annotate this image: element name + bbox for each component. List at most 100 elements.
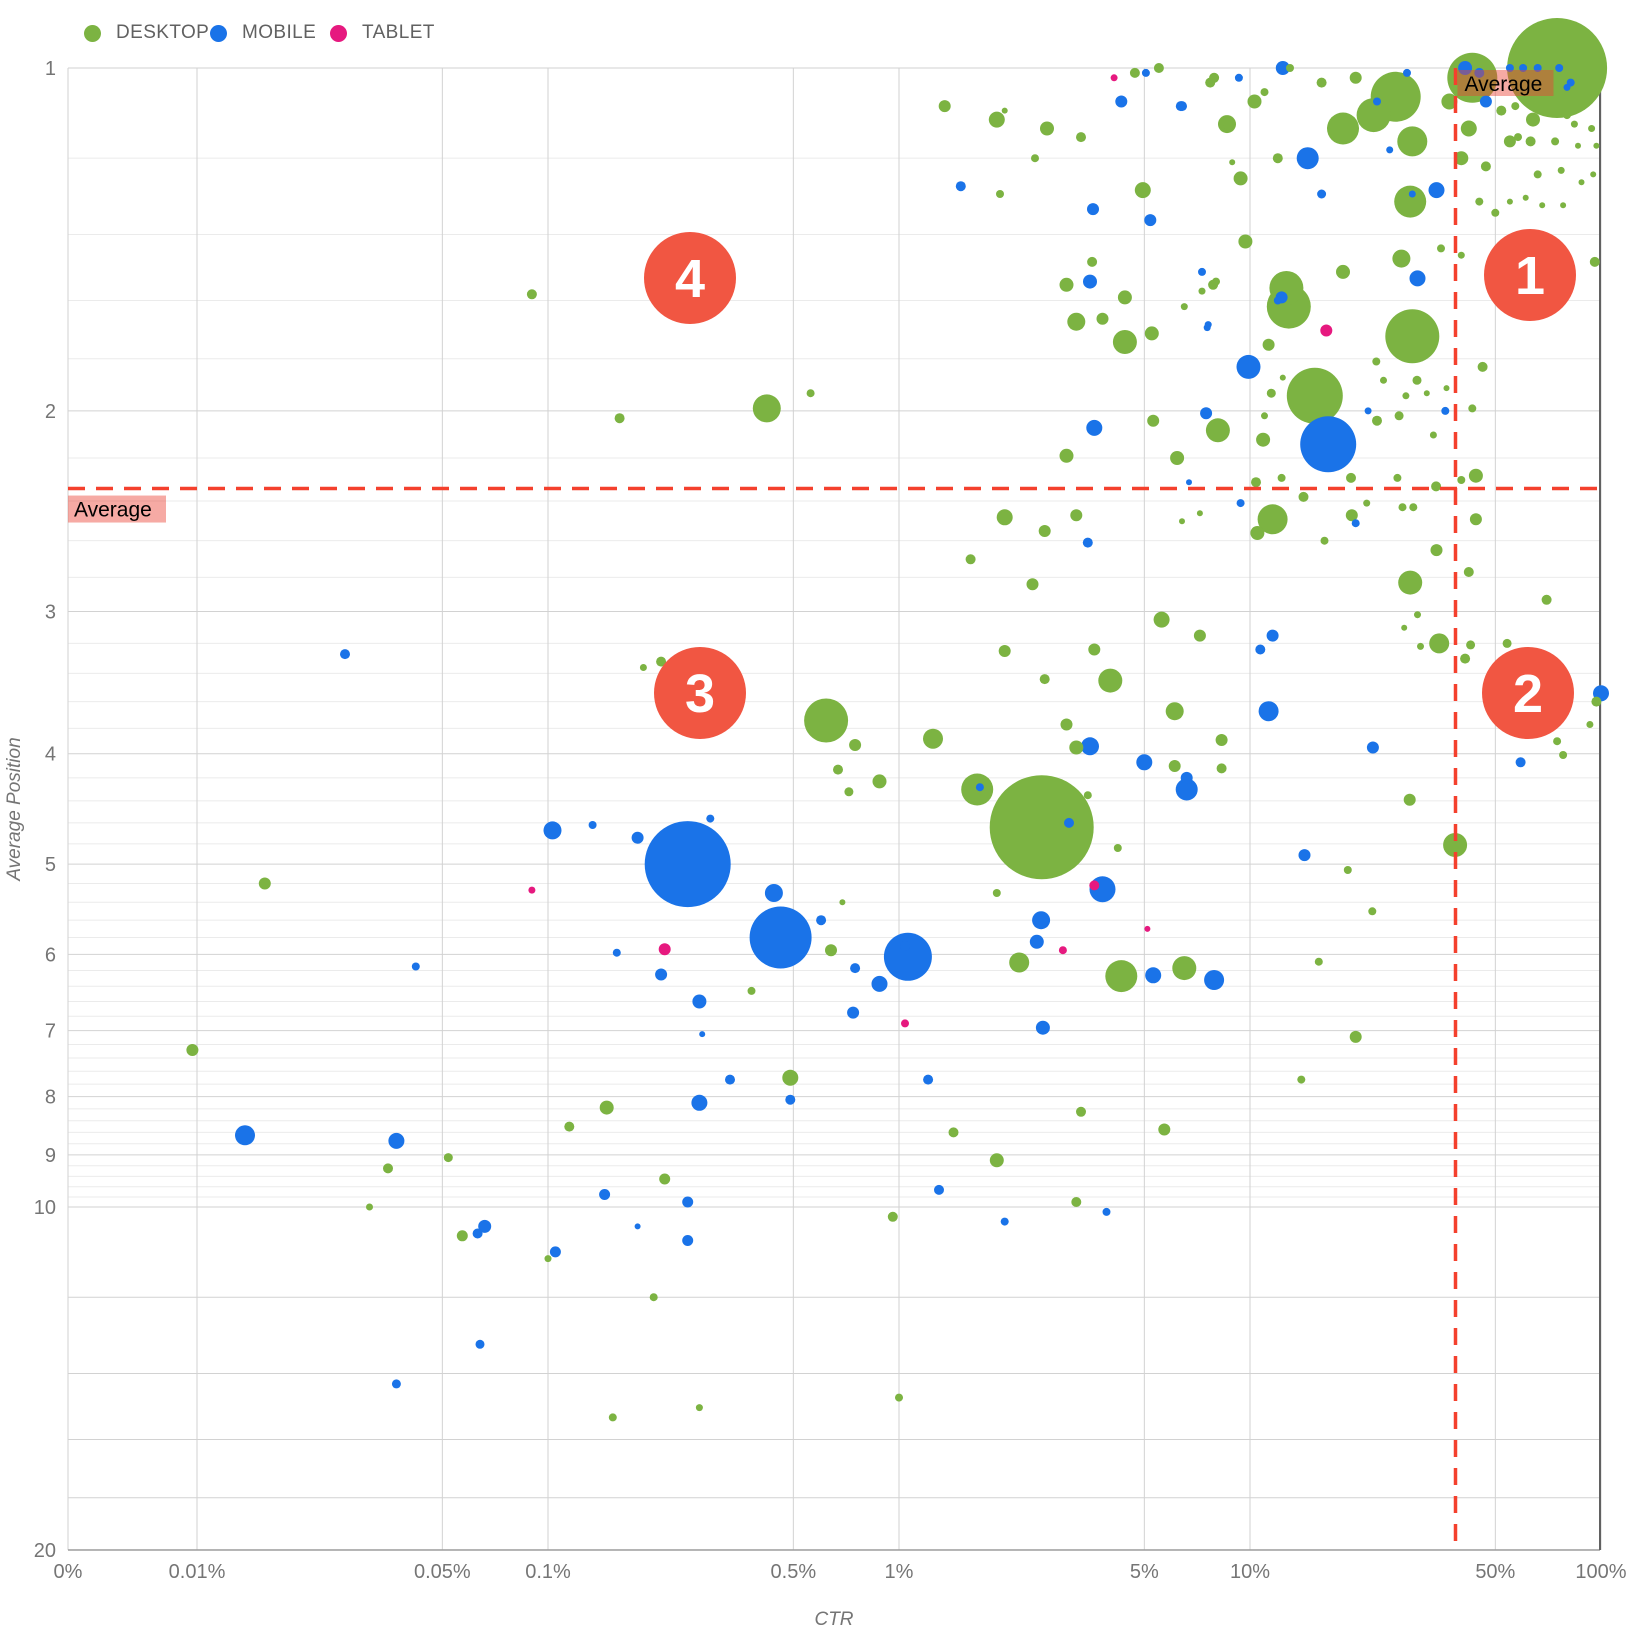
- data-bubble-desktop[interactable]: [1429, 633, 1450, 654]
- data-bubble-desktop[interactable]: [544, 1255, 552, 1263]
- data-bubble-desktop[interactable]: [1563, 111, 1571, 120]
- data-bubble-desktop[interactable]: [1172, 956, 1197, 981]
- data-bubble-mobile[interactable]: [655, 968, 668, 981]
- data-bubble-desktop[interactable]: [1112, 330, 1137, 354]
- legend-item-tablet[interactable]: TABLET: [330, 22, 435, 44]
- data-bubble-desktop[interactable]: [887, 1211, 898, 1222]
- data-bubble-desktop[interactable]: [752, 394, 781, 423]
- data-bubble-desktop[interactable]: [1250, 526, 1265, 540]
- data-bubble-desktop[interactable]: [1261, 412, 1268, 420]
- data-bubble-desktop[interactable]: [1553, 737, 1562, 746]
- data-bubble-mobile[interactable]: [1204, 970, 1225, 990]
- data-bubble-desktop[interactable]: [1039, 674, 1050, 685]
- data-bubble-desktop[interactable]: [1469, 472, 1476, 479]
- data-bubble-desktop[interactable]: [1165, 702, 1184, 721]
- data-bubble-desktop[interactable]: [1409, 503, 1418, 512]
- data-bubble-mobile[interactable]: [691, 1094, 708, 1111]
- data-bubble-desktop[interactable]: [1087, 256, 1098, 267]
- data-bubble-desktop[interactable]: [1001, 107, 1008, 114]
- data-bubble-desktop[interactable]: [1153, 63, 1164, 73]
- data-bubble-desktop[interactable]: [1233, 171, 1248, 186]
- data-bubble-mobile[interactable]: [1273, 296, 1282, 305]
- data-bubble-desktop[interactable]: [1559, 751, 1568, 759]
- data-bubble-desktop[interactable]: [1134, 182, 1151, 199]
- data-bubble-desktop[interactable]: [1179, 518, 1185, 525]
- data-bubble-desktop[interactable]: [1460, 120, 1477, 137]
- data-bubble-desktop[interactable]: [1393, 473, 1402, 482]
- data-bubble-desktop[interactable]: [1570, 120, 1578, 128]
- data-bubble-mobile[interactable]: [1000, 1217, 1009, 1226]
- data-bubble-mobile[interactable]: [1479, 95, 1492, 108]
- data-bubble-mobile[interactable]: [1180, 771, 1193, 784]
- data-bubble-mobile[interactable]: [883, 932, 932, 981]
- data-bubble-desktop[interactable]: [1229, 159, 1236, 166]
- data-bubble-mobile[interactable]: [543, 821, 562, 840]
- data-bubble-desktop[interactable]: [1454, 151, 1469, 166]
- data-bubble-desktop[interactable]: [948, 1127, 959, 1138]
- data-bubble-desktop[interactable]: [895, 1393, 903, 1402]
- data-bubble-tablet[interactable]: [901, 1019, 909, 1028]
- data-bubble-mobile[interactable]: [785, 1094, 796, 1105]
- data-bubble-mobile[interactable]: [1081, 737, 1099, 756]
- data-bubble-desktop[interactable]: [1298, 491, 1309, 502]
- data-bubble-desktop[interactable]: [1398, 570, 1423, 595]
- data-bubble-desktop[interactable]: [1031, 154, 1039, 163]
- data-bubble-mobile[interactable]: [411, 962, 420, 971]
- data-bubble-desktop[interactable]: [1560, 202, 1567, 209]
- data-bubble-mobile[interactable]: [388, 1132, 405, 1149]
- data-bubble-desktop[interactable]: [1588, 125, 1596, 132]
- data-bubble-desktop[interactable]: [992, 889, 1001, 897]
- data-bubble-desktop[interactable]: [1480, 161, 1491, 172]
- data-bubble-desktop[interactable]: [1514, 133, 1522, 142]
- data-bubble-desktop[interactable]: [1477, 361, 1488, 372]
- data-bubble-desktop[interactable]: [996, 509, 1013, 526]
- data-bubble-desktop[interactable]: [1059, 277, 1074, 292]
- data-bubble-desktop[interactable]: [989, 775, 1094, 880]
- data-bubble-mobile[interactable]: [1029, 934, 1044, 949]
- data-bubble-desktop[interactable]: [998, 645, 1011, 657]
- data-bubble-desktop[interactable]: [1526, 112, 1540, 127]
- data-bubble-mobile[interactable]: [816, 915, 827, 926]
- data-bubble-desktop[interactable]: [639, 664, 647, 671]
- data-bubble-desktop[interactable]: [599, 1100, 614, 1115]
- data-bubble-mobile[interactable]: [612, 948, 621, 957]
- data-bubble-desktop[interactable]: [839, 899, 846, 906]
- data-bubble-desktop[interactable]: [695, 1404, 703, 1412]
- data-bubble-mobile[interactable]: [699, 1031, 706, 1038]
- data-bubble-desktop[interactable]: [1368, 907, 1377, 916]
- data-bubble-mobile[interactable]: [1102, 1207, 1111, 1216]
- data-bubble-mobile[interactable]: [1032, 911, 1051, 930]
- data-bubble-desktop[interactable]: [1403, 793, 1416, 806]
- data-bubble-mobile[interactable]: [1563, 83, 1571, 91]
- data-bubble-desktop[interactable]: [1457, 251, 1465, 259]
- data-bubble-desktop[interactable]: [782, 1069, 799, 1086]
- data-bubble-mobile[interactable]: [975, 783, 984, 792]
- data-bubble-desktop[interactable]: [1147, 414, 1160, 427]
- data-bubble-desktop[interactable]: [1401, 624, 1408, 631]
- data-bubble-desktop[interactable]: [1279, 374, 1286, 381]
- data-bubble-desktop[interactable]: [456, 1230, 468, 1242]
- data-bubble-desktop[interactable]: [1394, 185, 1427, 218]
- data-bubble-desktop[interactable]: [656, 656, 667, 667]
- data-bubble-desktop[interactable]: [1491, 208, 1500, 217]
- data-bubble-desktop[interactable]: [849, 739, 862, 751]
- data-bubble-desktop[interactable]: [1286, 64, 1294, 72]
- data-bubble-desktop[interactable]: [1468, 468, 1483, 483]
- data-bubble-mobile[interactable]: [1300, 416, 1357, 473]
- data-bubble-mobile[interactable]: [1141, 68, 1150, 77]
- data-bubble-desktop[interactable]: [1327, 112, 1359, 145]
- data-bubble-desktop[interactable]: [258, 877, 271, 890]
- data-bubble-desktop[interactable]: [1522, 194, 1529, 201]
- data-bubble-desktop[interactable]: [1356, 98, 1391, 133]
- data-bubble-mobile[interactable]: [634, 1223, 641, 1230]
- data-bubble-desktop[interactable]: [1076, 1106, 1086, 1117]
- data-bubble-desktop[interactable]: [1502, 638, 1512, 648]
- data-bubble-mobile[interactable]: [850, 963, 861, 974]
- data-bubble-desktop[interactable]: [1009, 952, 1030, 973]
- data-bubble-desktop[interactable]: [923, 728, 943, 749]
- data-bubble-mobile[interactable]: [472, 1228, 483, 1239]
- data-bubble-desktop[interactable]: [1363, 499, 1371, 507]
- data-bubble-desktop[interactable]: [1551, 137, 1560, 146]
- data-bubble-desktop[interactable]: [1198, 287, 1206, 295]
- data-bubble-mobile[interactable]: [682, 1196, 694, 1208]
